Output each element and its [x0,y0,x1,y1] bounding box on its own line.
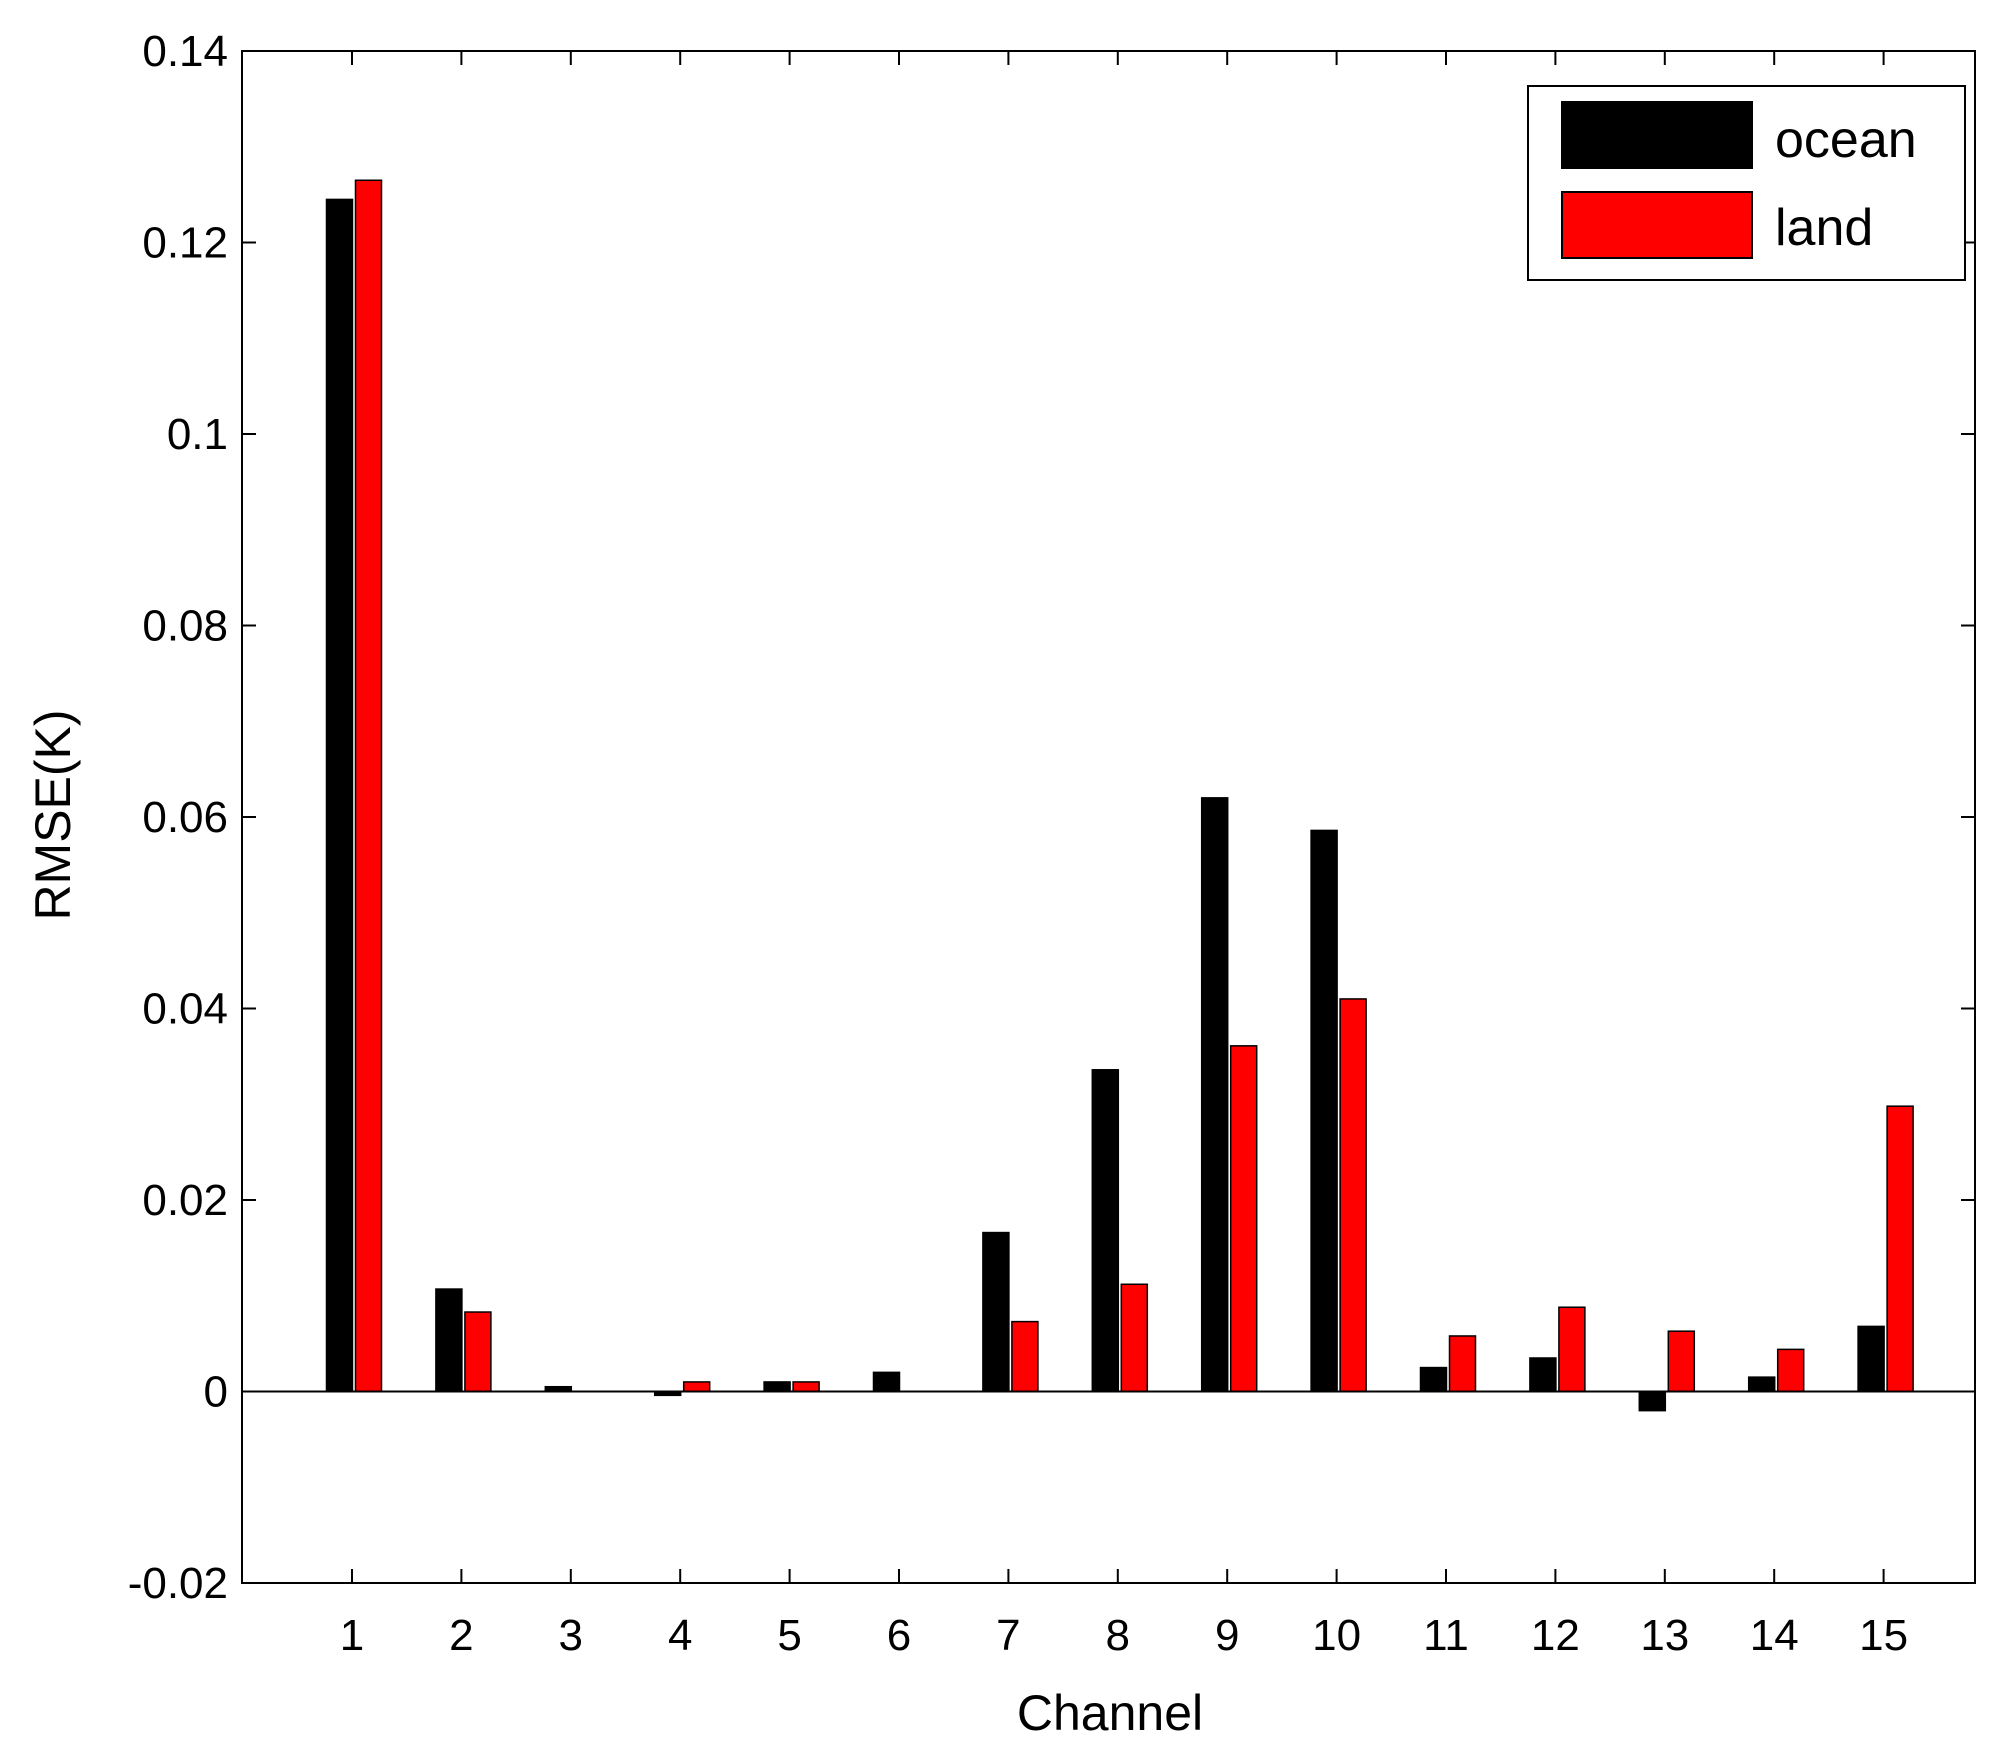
bar-land-channel-8 [1120,1283,1149,1393]
bars-layer [325,179,1914,1412]
bar-ocean-channel-6 [872,1371,901,1393]
y-tick-label: 0.08 [142,602,228,651]
x-tick-label: 12 [1531,1611,1580,1660]
x-tick-label: 11 [1423,1611,1469,1660]
bar-land-channel-10 [1339,998,1367,1393]
y-tick-label: 0.02 [142,1176,228,1225]
x-tick-label: 2 [449,1611,473,1660]
bar-land-channel-14 [1776,1348,1805,1393]
y-tick-label: 0.12 [142,219,228,268]
bar-land-channel-2 [464,1311,492,1393]
bar-ocean-channel-2 [435,1288,463,1393]
bar-land-channel-11 [1448,1335,1477,1393]
bar-land-channel-12 [1558,1306,1586,1393]
bar-ocean-channel-7 [982,1231,1010,1393]
x-tick-label: 1 [340,1611,364,1660]
x-tick-label: 3 [559,1611,583,1660]
bar-land-channel-4 [682,1381,711,1393]
bar-land-channel-13 [1667,1330,1696,1393]
bar-land-channel-7 [1011,1320,1039,1393]
bar-ocean-channel-10 [1310,829,1338,1393]
y-tick-label: 0.06 [142,793,228,842]
y-tick-label: 0.1 [167,410,228,459]
x-tick-label: 7 [996,1611,1020,1660]
bar-ocean-channel-9 [1200,797,1229,1393]
bar-ocean-channel-15 [1857,1325,1885,1393]
bar-land-channel-1 [354,179,383,1393]
x-tick-label: 13 [1640,1611,1689,1660]
x-tick-label: 5 [777,1611,801,1660]
legend: ocean land [1527,85,1966,281]
bar-ocean-channel-1 [325,198,354,1393]
x-tick-label: 14 [1750,1611,1799,1660]
legend-swatch-land [1561,191,1753,259]
bar-land-channel-9 [1229,1045,1258,1393]
legend-swatch-ocean [1561,101,1753,169]
x-tick-label: 10 [1312,1611,1361,1660]
bar-ocean-channel-8 [1091,1069,1120,1393]
x-tick-label: 8 [1106,1611,1130,1660]
y-tick-label: 0 [204,1368,228,1417]
bar-ocean-channel-14 [1747,1376,1776,1393]
x-tick-label: 9 [1215,1611,1239,1660]
legend-label-ocean: ocean [1775,111,1917,169]
bar-ocean-channel-5 [763,1381,791,1393]
x-tick-label: 15 [1859,1611,1908,1660]
bar-land-channel-15 [1886,1105,1914,1393]
x-axis-title: Channel [1017,1685,1203,1741]
y-axis-title: RMSE(K) [25,709,81,920]
legend-label-land: land [1775,199,1873,257]
bar-ocean-channel-13 [1638,1390,1667,1412]
y-tick-label: 0.04 [142,985,228,1034]
y-tick-label: 0.14 [142,27,228,76]
y-tick-label: -0.02 [128,1559,228,1608]
x-tick-label: 4 [668,1611,692,1660]
bar-ocean-channel-11 [1419,1366,1448,1393]
bar-land-channel-5 [792,1381,820,1393]
bar-ocean-channel-12 [1529,1357,1557,1393]
x-tick-label: 6 [887,1611,911,1660]
